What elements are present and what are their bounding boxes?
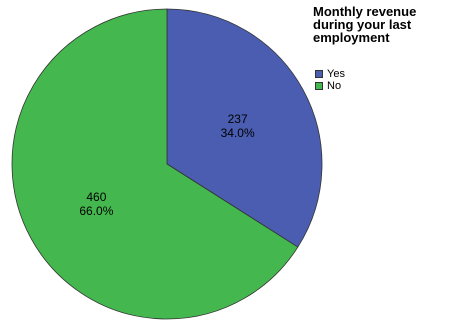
slice-percent-label-yes: 34.0%: [221, 126, 255, 140]
pie-slice-no: [11, 8, 299, 320]
slice-value-label-yes: 237: [228, 112, 248, 126]
slice-percent-label-no: 66.0%: [79, 204, 113, 218]
legend-swatch-no: [315, 82, 323, 90]
legend-item-no: No: [315, 80, 345, 92]
legend-title-line-1: Monthly revenue: [313, 4, 417, 19]
legend-label-no: No: [327, 80, 342, 92]
legend-title-line-3: employment: [313, 30, 390, 45]
legend-title: Monthly revenue during your last employm…: [313, 5, 448, 44]
legend: Yes No: [315, 68, 345, 92]
pie-slices: [11, 8, 323, 320]
legend-title-line-2: during your last: [313, 17, 412, 32]
legend-label-yes: Yes: [327, 68, 345, 80]
legend-swatch-yes: [315, 70, 323, 78]
pie-slice-yes: [166, 8, 323, 248]
legend-item-yes: Yes: [315, 68, 345, 80]
slice-value-label-no: 460: [86, 190, 106, 204]
